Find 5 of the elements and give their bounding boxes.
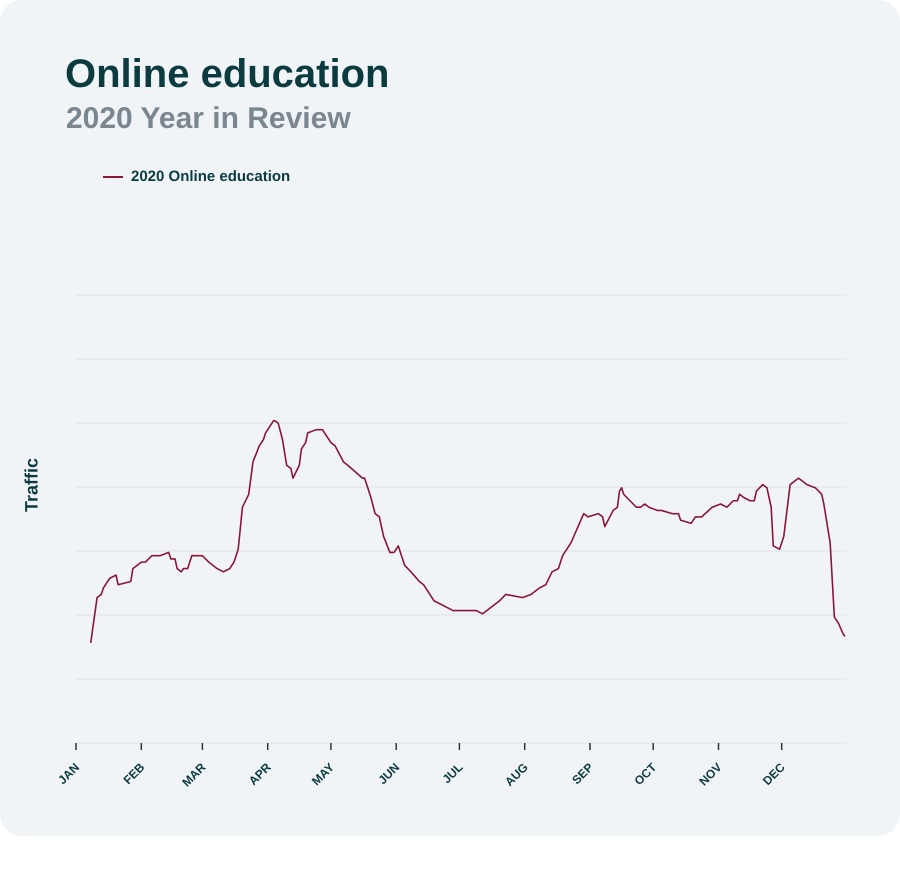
x-tick-label: JUL [440,760,466,786]
legend-label: 2020 Online education [131,168,290,185]
chart-subtitle: 2020 Year in Review [66,102,351,136]
chart-title: Online education [65,52,390,97]
y-axis-title: Traffic [22,458,42,512]
